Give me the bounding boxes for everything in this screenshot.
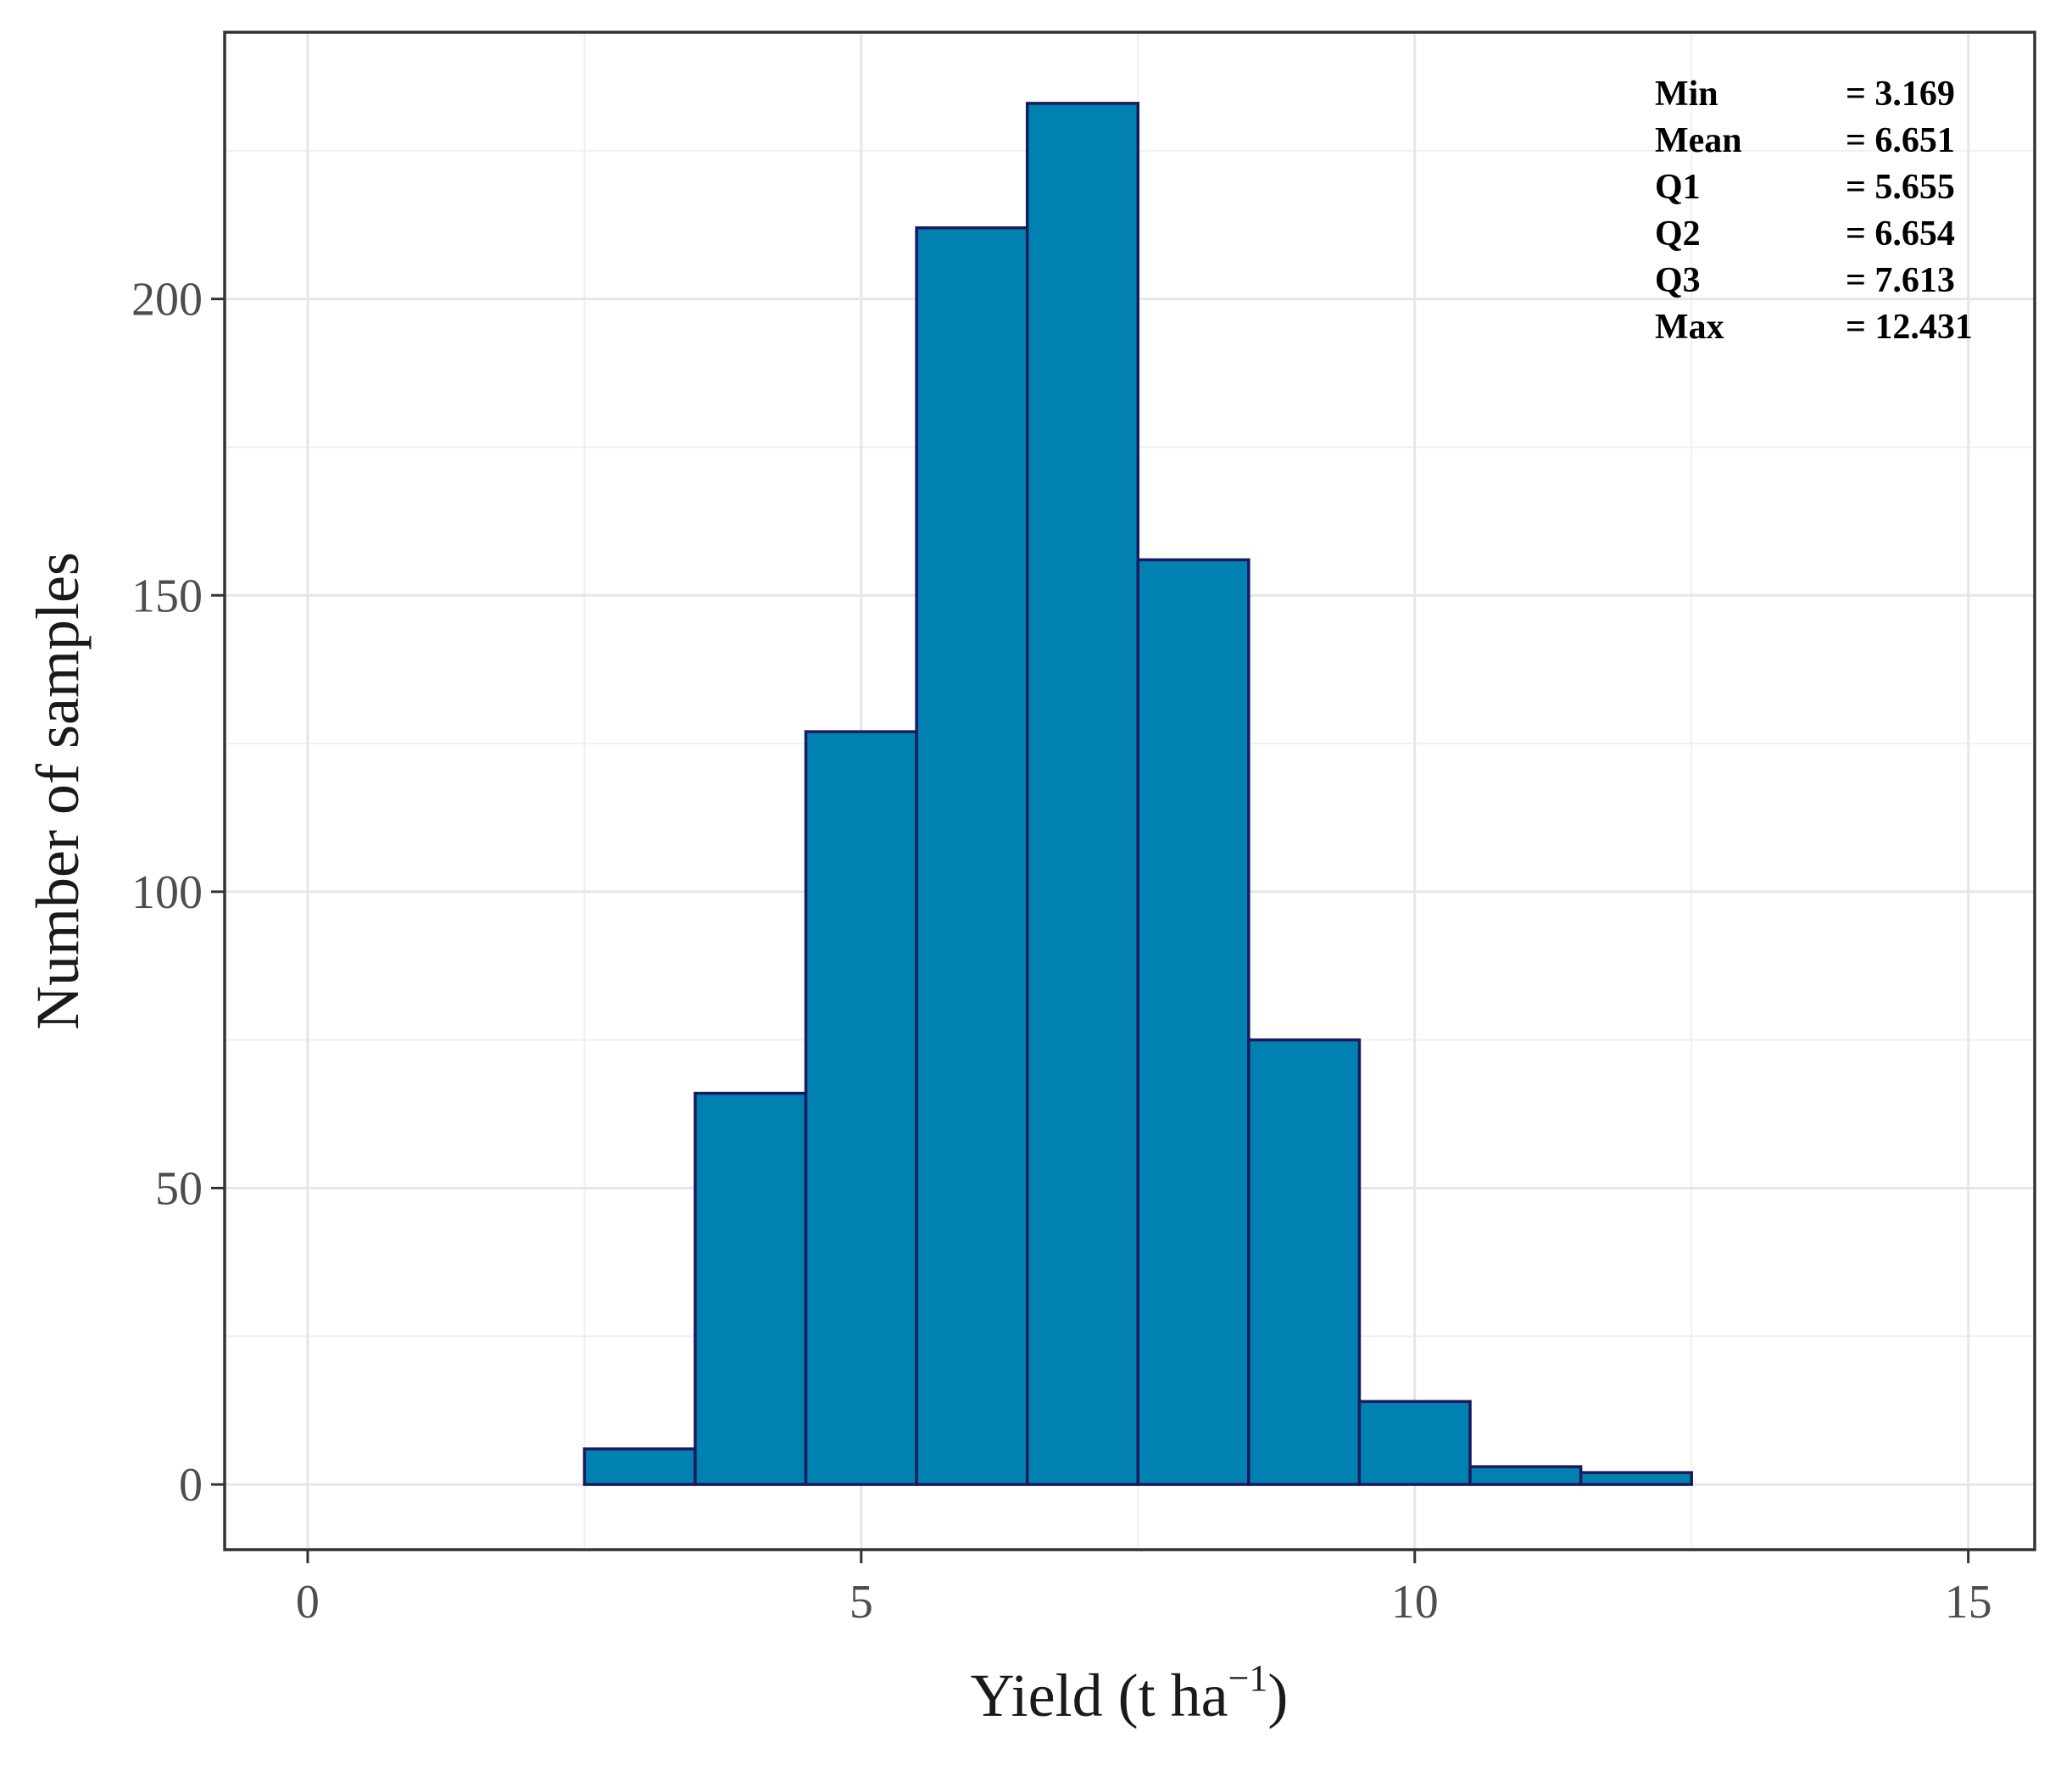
stat-label-q1: Q1 (1655, 168, 1701, 207)
plot-panel-border (223, 31, 2036, 1551)
stat-value-mean: = 6.651 (1846, 121, 1955, 160)
x-tick-label: 10 (1391, 1576, 1439, 1629)
histogram-bar-6 (1025, 102, 1140, 1486)
histogram-bar-2 (582, 1447, 697, 1486)
x-tick-label: 5 (849, 1576, 873, 1629)
histogram-bar-8 (1247, 1038, 1362, 1486)
histogram-bar-3 (693, 1091, 808, 1486)
x-axis-title: Yield (t ha−1) (971, 1657, 1289, 1729)
y-tick-label: 50 (155, 1162, 203, 1215)
x-axis-ticks: 0 5 10 15 (296, 1550, 1992, 1629)
histogram-bar-11 (1579, 1471, 1693, 1486)
stat-label-min: Min (1655, 75, 1718, 114)
x-axis-title-close: ) (1267, 1662, 1288, 1729)
histogram-bar-9 (1357, 1400, 1472, 1486)
stat-value-min: = 3.169 (1846, 75, 1955, 114)
histogram-bar-10 (1468, 1465, 1583, 1486)
y-tick-label: 200 (131, 274, 203, 326)
stat-label-max: Max (1655, 308, 1724, 347)
y-tick-label: 100 (131, 866, 203, 919)
stat-label-mean: Mean (1655, 121, 1742, 160)
x-axis-title-superscript: −1 (1228, 1657, 1268, 1699)
x-axis-title-main: Yield (t ha (971, 1662, 1228, 1729)
y-axis-title: Number of samples (24, 552, 92, 1030)
y-tick-label: 150 (131, 570, 203, 622)
y-axis-ticks: 0 50 100 150 200 (131, 274, 225, 1512)
stats-annotation: Min = 3.169 Mean = 6.651 Q1 = 5.655 Q2 =… (1655, 75, 1973, 347)
histogram-bar-4 (804, 730, 918, 1486)
stat-value-q3: = 7.613 (1846, 261, 1955, 300)
stat-value-q1: = 5.655 (1846, 168, 1955, 207)
x-tick-label: 0 (296, 1576, 320, 1629)
x-tick-label: 15 (1945, 1576, 1992, 1629)
histogram-bar-5 (915, 225, 1029, 1486)
stat-value-q2: = 6.654 (1846, 214, 1955, 253)
y-tick-label: 0 (179, 1459, 203, 1512)
stat-value-max: = 12.431 (1846, 308, 1973, 347)
histogram-bars (582, 102, 1693, 1486)
stat-label-q2: Q2 (1655, 214, 1701, 253)
histogram-bar-7 (1136, 558, 1250, 1486)
stat-label-q3: Q3 (1655, 261, 1701, 300)
